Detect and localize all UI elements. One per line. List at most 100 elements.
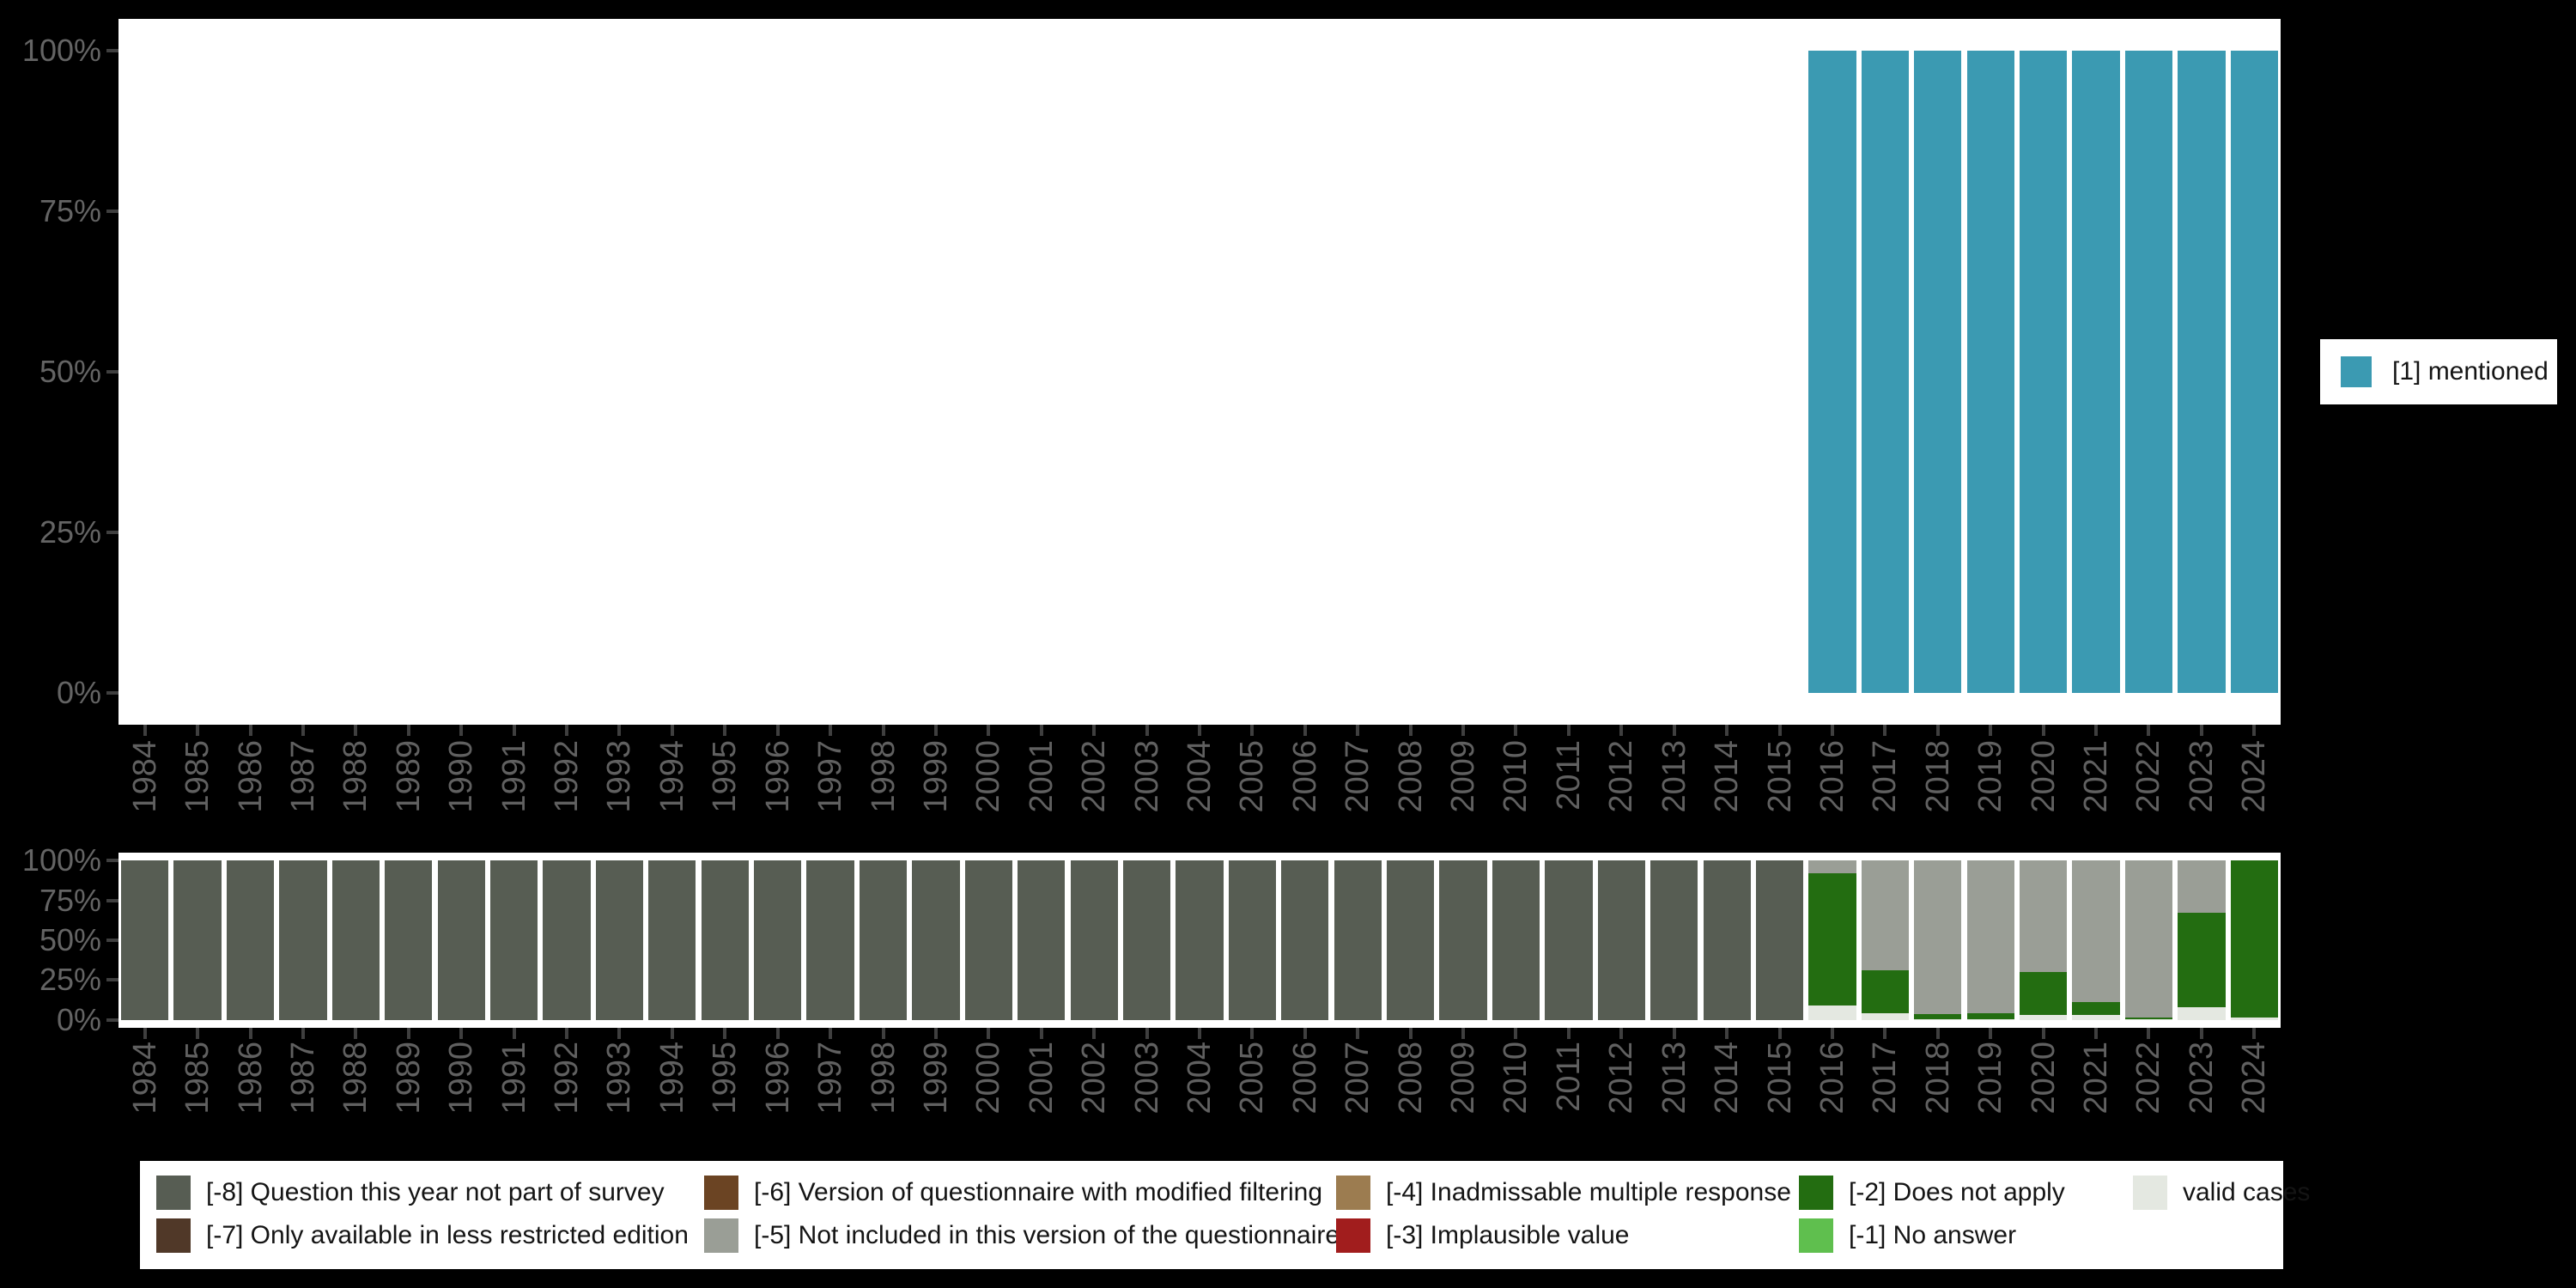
bar-segment	[2230, 1017, 2278, 1020]
x-axis-year-label: 1984	[126, 1042, 163, 1115]
x-axis-tick	[775, 1028, 780, 1039]
x-axis-year-label: 1991	[495, 1042, 532, 1115]
x-axis-year-label: 1995	[707, 740, 744, 813]
y-axis-label: 0%	[56, 674, 101, 710]
bar-segment	[121, 860, 169, 1020]
y-axis-label: 75%	[39, 193, 101, 229]
x-axis-year-label: 2012	[1603, 1042, 1640, 1115]
bar-segment	[2019, 1015, 2068, 1020]
bar-segment	[701, 860, 749, 1020]
legend-swatch	[1336, 1176, 1370, 1210]
bar-segment	[2019, 972, 2068, 1016]
bar-segment	[912, 860, 960, 1020]
y-axis-tick	[106, 690, 118, 695]
x-axis-year-label: 2000	[970, 740, 1007, 813]
x-axis-tick	[1883, 1028, 1887, 1039]
x-axis-tick	[406, 725, 410, 736]
x-axis-tick	[829, 725, 833, 736]
x-axis-tick	[1408, 1028, 1413, 1039]
x-axis-tick	[1883, 725, 1887, 736]
x-axis-year-label: 2018	[1919, 740, 1956, 813]
x-axis-year-label: 2016	[1814, 740, 1850, 813]
x-axis-year-label: 2012	[1603, 740, 1640, 813]
x-axis-year-label: 1997	[812, 1042, 849, 1115]
x-axis-year-label: 1991	[495, 740, 532, 813]
bar-segment	[1018, 860, 1066, 1020]
bar-segment	[1914, 51, 1962, 693]
x-axis-tick	[1935, 725, 1940, 736]
bar-segment	[385, 860, 433, 1020]
x-axis-tick	[1092, 725, 1097, 736]
x-axis-tick	[987, 725, 991, 736]
bar-segment	[489, 860, 538, 1020]
bar-segment	[1861, 1013, 1910, 1020]
x-axis-year-label: 1988	[337, 740, 374, 813]
legend-swatch	[704, 1218, 738, 1253]
x-axis-year-label: 1988	[337, 1042, 374, 1115]
y-axis-label: 50%	[39, 354, 101, 389]
x-axis-year-label: 1984	[126, 740, 163, 813]
legend-label: valid cases	[2183, 1178, 2311, 1206]
y-axis-label: 100%	[21, 842, 101, 878]
x-axis-tick	[617, 1028, 622, 1039]
x-axis-tick	[670, 1028, 674, 1039]
y-axis-tick	[106, 49, 118, 53]
x-axis-tick	[512, 725, 516, 736]
x-axis-tick	[143, 1028, 147, 1039]
x-axis-year-label: 1994	[653, 740, 690, 813]
bar-segment	[1914, 1014, 1962, 1019]
x-axis-tick	[617, 725, 622, 736]
x-axis-year-label: 2001	[1023, 1042, 1060, 1115]
x-axis-tick	[1039, 725, 1043, 736]
y-axis-tick	[106, 370, 118, 374]
x-axis-year-label: 2019	[1972, 1042, 2009, 1115]
x-axis-tick	[881, 725, 885, 736]
bar-segment	[1808, 51, 1856, 693]
x-axis-year-label: 2017	[1867, 740, 1904, 813]
bar-segment	[1070, 860, 1118, 1020]
mentioned-legend-swatch	[2341, 356, 2372, 387]
x-axis-year-label: 2022	[2130, 740, 2167, 813]
x-axis-tick	[354, 1028, 358, 1039]
x-axis-year-label: 2016	[1814, 1042, 1850, 1115]
x-axis-tick	[248, 1028, 252, 1039]
missing-values-legend: [-8] Question this year not part of surv…	[140, 1161, 2310, 1269]
y-axis-label: 50%	[39, 922, 101, 957]
x-axis-tick	[459, 725, 464, 736]
x-axis-year-label: 2008	[1392, 1042, 1429, 1115]
bar-segment	[1861, 970, 1910, 1014]
x-axis-year-label: 2010	[1498, 740, 1534, 813]
x-axis-year-label: 2019	[1972, 740, 2009, 813]
x-axis-tick	[2199, 725, 2203, 736]
x-axis-tick	[1514, 725, 1518, 736]
x-axis-year-label: 2022	[2130, 1042, 2167, 1115]
x-axis-year-label: 1989	[390, 740, 427, 813]
x-axis-year-label: 1990	[443, 740, 480, 813]
bar-segment	[2178, 1006, 2226, 1020]
bar-segment	[1650, 860, 1698, 1020]
x-axis-year-label: 2021	[2078, 740, 2115, 813]
x-axis-tick	[1830, 1028, 1834, 1039]
x-axis-tick	[1039, 1028, 1043, 1039]
x-axis-tick	[2094, 1028, 2099, 1039]
x-axis-tick	[1619, 1028, 1624, 1039]
x-axis-year-label: 2024	[2236, 1042, 2273, 1115]
bar-segment	[2230, 860, 2278, 1018]
x-axis-tick	[196, 725, 200, 736]
bar-segment	[543, 860, 591, 1020]
x-axis-tick	[723, 1028, 727, 1039]
bar-segment	[279, 860, 327, 1020]
x-axis-tick	[1092, 1028, 1097, 1039]
x-axis-tick	[1461, 1028, 1466, 1039]
x-axis-tick	[1725, 1028, 1729, 1039]
y-axis-tick	[106, 978, 118, 982]
mentioned-legend: [1] mentioned	[2320, 339, 2557, 404]
x-axis-tick	[2041, 1028, 2045, 1039]
x-axis-year-label: 2007	[1340, 740, 1376, 813]
bar-segment	[1808, 860, 1856, 874]
bar-segment	[1861, 860, 1910, 971]
x-axis-year-label: 1993	[601, 1042, 638, 1115]
x-axis-year-label: 1990	[443, 1042, 480, 1115]
y-axis-label: 100%	[21, 33, 101, 69]
x-axis-tick	[723, 725, 727, 736]
